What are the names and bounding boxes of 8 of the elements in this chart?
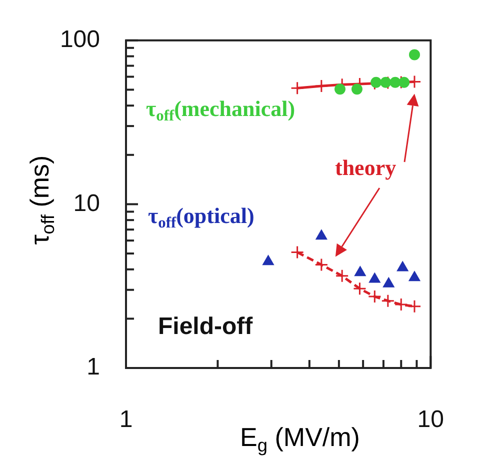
y-tick-label: 100: [60, 26, 100, 54]
series-label: τ$_{off}$(mechanical): [146, 96, 296, 125]
y-tick-label: 1: [86, 354, 100, 381]
series-label: τ$_{off}$(optical): [148, 203, 254, 232]
annotation: Field-off: [158, 313, 253, 340]
x-axis-title: E$_{g}$ (MV/m): [240, 422, 360, 456]
y-tick-label: 10: [73, 190, 100, 217]
annotation: theory: [335, 155, 396, 180]
